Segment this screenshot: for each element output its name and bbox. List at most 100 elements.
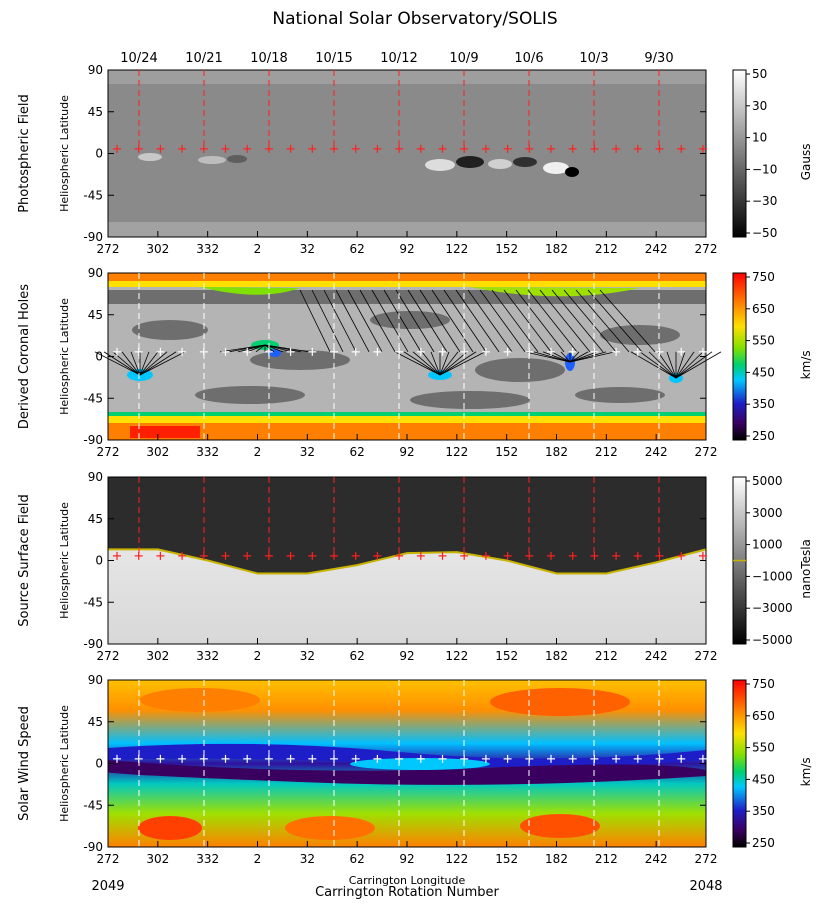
x-tick-label: 32	[300, 649, 315, 663]
solar-wind-features	[107, 688, 706, 840]
panel-title: Source Surface Field	[17, 494, 32, 626]
panel-title: Solar Wind Speed	[17, 706, 32, 821]
y-tick-label: 45	[88, 308, 103, 322]
subsolar-marker	[134, 144, 143, 153]
subsolar-marker	[633, 754, 642, 763]
panel-title: Derived Coronal Holes	[17, 284, 32, 429]
colorbar-tick-label: 550	[752, 741, 775, 755]
subsolar-marker	[655, 754, 664, 763]
x-tick-label: 272	[97, 445, 120, 459]
subsolar-marker	[503, 347, 512, 356]
subsolar-marker	[330, 754, 338, 763]
x-tick-label: 272	[695, 649, 718, 663]
subsolar-marker	[243, 754, 252, 763]
colorbar-label: Gauss	[799, 143, 813, 180]
subsolar-marker	[308, 551, 317, 560]
x-tick-label: 122	[445, 242, 468, 256]
x-tick-label: 152	[495, 445, 518, 459]
polar-hole-north	[108, 273, 706, 297]
date-labels: 10/24 10/21 10/18 10/15 10/12 10/9 10/6 10/3 9/3…	[120, 51, 673, 66]
subsolar-marker	[264, 551, 273, 560]
x-tick-label: 182	[545, 445, 568, 459]
date-label: 10/3	[579, 51, 608, 66]
x-tick-label: 272	[97, 649, 120, 663]
subsolar-marker	[590, 347, 599, 356]
subsolar-marker	[460, 347, 469, 356]
x-tick-label: 2	[254, 445, 262, 459]
field-lines	[94, 289, 722, 379]
subsolar-marker	[677, 754, 686, 763]
x-tick-label: 62	[350, 242, 365, 256]
subsolar-marker	[525, 144, 534, 153]
x-tick-label: 2	[254, 852, 262, 866]
x-tick-label: 242	[645, 852, 668, 866]
subsolar-marker	[264, 144, 273, 153]
subsolar-marker	[568, 754, 577, 763]
y-tick-label: 0	[95, 147, 103, 161]
colorbar-scale	[732, 272, 747, 441]
y-axis-label: Heliospheric Latitude	[58, 95, 71, 212]
x-tick-label: 332	[196, 852, 219, 866]
neutral-line	[108, 548, 707, 575]
panel-derived-coronal-holes	[94, 273, 722, 440]
subsolar-marker	[633, 347, 642, 356]
subsolar-marker	[438, 551, 447, 560]
x-tick-label: 272	[97, 852, 120, 866]
x-tick-label: 32	[300, 242, 315, 256]
subsolar-marker	[525, 551, 534, 560]
colorbar-tick-label: 450	[752, 772, 775, 786]
colorbar-tick-label: 550	[752, 334, 775, 348]
colorbar: 750 650 550 450 350 250 km/s	[732, 677, 813, 850]
y-axis-label: Heliospheric Latitude	[58, 705, 71, 822]
x-tick-label: 272	[695, 852, 718, 866]
subsolar-marker	[655, 347, 664, 356]
subsolar-marker	[308, 347, 317, 356]
subsolar-marker	[330, 144, 338, 153]
subsolar-marker	[134, 347, 143, 356]
subsolar-marker	[330, 347, 338, 356]
colorbar-tick-label: 50	[752, 67, 767, 81]
subsolar-marker	[547, 754, 555, 763]
y-tick-label: 0	[95, 350, 103, 364]
subsolar-marker	[113, 551, 121, 560]
subsolar-marker	[373, 551, 382, 560]
x-tick-label: 302	[146, 649, 169, 663]
colorbar-tick-label: 350	[752, 804, 775, 818]
colorbar: 5000 3000 1000 −1000 −3000 −5000 nanoTesla	[732, 474, 813, 647]
x-tick-label: 182	[545, 649, 568, 663]
subsolar-marker	[395, 144, 404, 153]
colorbar-tick-label: 1000	[752, 538, 783, 552]
subsolar-marker	[178, 347, 187, 356]
y-tick-label: 90	[88, 673, 103, 687]
x-tick-label: 212	[595, 852, 618, 866]
annotations	[113, 70, 707, 847]
x-tick-label: 272	[695, 445, 718, 459]
x-tick-label: 332	[196, 649, 219, 663]
subsolar-marker	[590, 551, 599, 560]
subsolar-marker	[590, 144, 599, 153]
subsolar-marker	[503, 754, 512, 763]
subsolar-marker	[351, 144, 360, 153]
x-tick-label: 2	[254, 242, 262, 256]
x-tick-label: 62	[350, 649, 365, 663]
subsolar-marker	[395, 551, 404, 560]
x-tick-label: 62	[350, 445, 365, 459]
y-axis-label: Heliospheric Latitude	[58, 502, 71, 619]
y-tick-label: 0	[95, 554, 103, 568]
x-tick-label: 302	[146, 242, 169, 256]
subsolar-marker	[221, 551, 230, 560]
x-tick-label: 212	[595, 649, 618, 663]
subsolar-marker	[438, 347, 447, 356]
subsolar-marker	[156, 754, 165, 763]
subsolar-marker	[113, 347, 121, 356]
subsolar-marker	[134, 754, 143, 763]
colorbar-tick-label: −10	[752, 162, 777, 176]
subsolar-marker	[243, 347, 252, 356]
y-tick-label: 45	[88, 715, 103, 729]
panel-source-surface-field	[108, 477, 707, 644]
subsolar-marker	[351, 347, 360, 356]
x-tick-label: 62	[350, 852, 365, 866]
subsolar-marker	[568, 551, 577, 560]
subsolar-marker	[655, 144, 664, 153]
